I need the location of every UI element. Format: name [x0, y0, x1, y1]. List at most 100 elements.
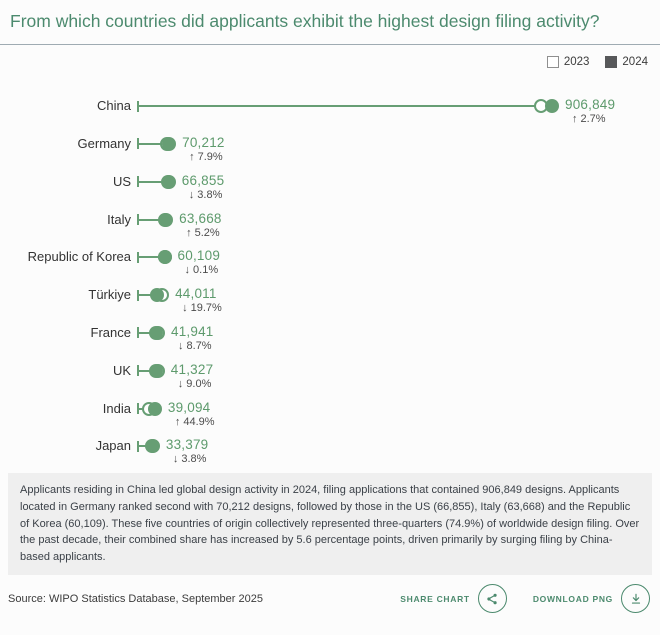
chart-title: From which countries did applicants exhi… [10, 11, 600, 31]
country-label: Germany [77, 136, 131, 152]
legend-item-2023[interactable]: 2023 [546, 56, 590, 69]
chart-row: Republic of Korea 60,109 ↓ 0.1% [0, 238, 660, 276]
connector-line [138, 180, 170, 183]
change-label: ↑ 44.9% [168, 416, 215, 428]
value-block: 39,094 ↑ 44.9% [168, 400, 215, 428]
change-percent: 2.7% [580, 113, 606, 126]
chart-row: Italy 63,668 ↑ 5.2% [0, 201, 660, 239]
change-label: ↓ 0.1% [178, 264, 221, 276]
value-label: 906,849 [565, 97, 616, 113]
legend-item-2024[interactable]: 2024 [605, 56, 648, 69]
row-track: 60,109 ↓ 0.1% [137, 238, 660, 276]
change-percent: 5.2% [194, 226, 220, 239]
row-track: 70,212 ↑ 7.9% [137, 125, 660, 163]
value-label: 66,855 [181, 172, 225, 188]
value-block: 44,011 ↓ 19.7% [175, 286, 222, 314]
value-block: 41,941 ↓ 8.7% [171, 324, 214, 352]
change-percent: 7.9% [197, 151, 223, 164]
change-label: ↑ 5.2% [179, 227, 222, 239]
chart-row: France 41,941 ↓ 8.7% [0, 314, 660, 352]
change-arrow-icon: ↓ [184, 264, 191, 277]
row-track: 66,855 ↓ 3.8% [137, 163, 660, 201]
change-arrow-icon: ↓ [178, 340, 184, 353]
legend-label-2023: 2023 [563, 56, 590, 69]
chart-row: Japan 33,379 ↓ 3.8% [0, 427, 660, 465]
chart-rows: China 906,849 ↑ 2.7% Germany 70,212 ↑ 7.9%… [0, 87, 660, 465]
marker-2024-filled-circle-icon [145, 439, 160, 454]
value-label: 60,109 [177, 248, 221, 264]
chart-row: India 39,094 ↑ 44.9% [0, 390, 660, 428]
country-label: US [112, 173, 131, 189]
chart-row: US 66,855 ↓ 3.8% [0, 163, 660, 201]
change-label: ↑ 2.7% [565, 113, 615, 125]
marker-2024-filled-circle-icon [162, 136, 177, 151]
change-arrow-icon: ↓ [177, 377, 184, 390]
download-png-button[interactable]: DOWNLOAD PNG [532, 584, 650, 614]
country-label: India [102, 400, 131, 416]
value-label: 41,941 [171, 324, 214, 340]
change-arrow-icon: ↑ [186, 226, 192, 239]
connector-line [138, 256, 166, 259]
country-label: Italy [107, 211, 131, 227]
change-arrow-icon: ↓ [172, 453, 179, 466]
value-block: 60,109 ↓ 0.1% [178, 248, 221, 276]
marker-2024-filled-circle-icon [545, 99, 559, 114]
change-percent: 9.0% [186, 377, 212, 390]
lollipop-chart: China 906,849 ↑ 2.7% Germany 70,212 ↑ 7.9%… [0, 71, 660, 465]
connector-line [138, 331, 160, 334]
marker-2024-filled-circle-icon [147, 401, 162, 416]
change-label: ↓ 3.8% [166, 453, 209, 465]
chart-row: UK 41,327 ↓ 9.0% [0, 352, 660, 390]
marker-2024-filled-circle-icon [150, 288, 165, 303]
legend-label-2024: 2024 [622, 56, 648, 69]
share-chart-button[interactable]: SHARE CHART [400, 584, 507, 614]
change-percent: 8.7% [186, 340, 212, 353]
country-label: Türkiye [88, 287, 131, 303]
chart-row: China 906,849 ↑ 2.7% [0, 87, 660, 125]
share-icon [477, 584, 507, 614]
value-label: 41,327 [170, 361, 214, 377]
change-arrow-icon: ↑ [572, 113, 578, 126]
change-label: ↓ 19.7% [175, 302, 222, 314]
change-label: ↓ 8.7% [171, 340, 214, 352]
row-track: 33,379 ↓ 3.8% [137, 427, 660, 465]
connector-line [138, 142, 171, 145]
marker-2024-filled-circle-icon [157, 250, 172, 265]
row-track: 63,668 ↑ 5.2% [137, 201, 660, 239]
value-label: 44,011 [175, 286, 217, 302]
value-label: 39,094 [167, 399, 211, 415]
row-track: 906,849 ↑ 2.7% [137, 87, 660, 125]
legend-swatch-2023-open-square-icon [546, 56, 559, 69]
connector-line [138, 218, 168, 221]
change-arrow-icon: ↑ [189, 151, 195, 164]
value-block: 66,855 ↓ 3.8% [182, 173, 225, 201]
country-label: China [97, 98, 131, 114]
country-label: Republic of Korea [27, 249, 131, 265]
chart-description: Applicants residing in China led global … [8, 473, 652, 575]
change-arrow-icon: ↓ [188, 188, 195, 201]
action-buttons: SHARE CHART DOWNLOAD PNG [400, 584, 650, 614]
download-icon [621, 584, 650, 614]
value-label: 70,212 [182, 135, 225, 151]
change-percent: 19.7% [190, 302, 222, 315]
source-text: Source: WIPO Statistics Database, Septem… [8, 592, 263, 605]
legend-swatch-2024-filled-square-icon [605, 56, 618, 69]
chart-row: Türkiye 44,011 ↓ 19.7% [0, 276, 660, 314]
row-track: 41,327 ↓ 9.0% [137, 352, 660, 390]
download-png-label: DOWNLOAD PNG [532, 593, 613, 604]
marker-2024-filled-circle-icon [149, 325, 164, 340]
marker-2024-filled-circle-icon [160, 174, 175, 189]
value-block: 906,849 ↑ 2.7% [565, 97, 615, 125]
marker-2024-filled-circle-icon [148, 363, 163, 378]
row-track: 41,941 ↓ 8.7% [137, 314, 660, 352]
country-label: France [90, 325, 131, 341]
change-arrow-icon: ↑ [174, 415, 181, 428]
row-track: 39,094 ↑ 44.9% [137, 390, 660, 428]
change-arrow-icon: ↓ [182, 302, 188, 315]
country-label: UK [112, 362, 131, 378]
value-block: 33,379 ↓ 3.8% [166, 437, 209, 465]
value-block: 41,327 ↓ 9.0% [171, 362, 214, 390]
legend: 2023 2024 [0, 45, 660, 71]
change-label: ↑ 7.9% [182, 151, 225, 163]
share-chart-label: SHARE CHART [400, 593, 470, 604]
